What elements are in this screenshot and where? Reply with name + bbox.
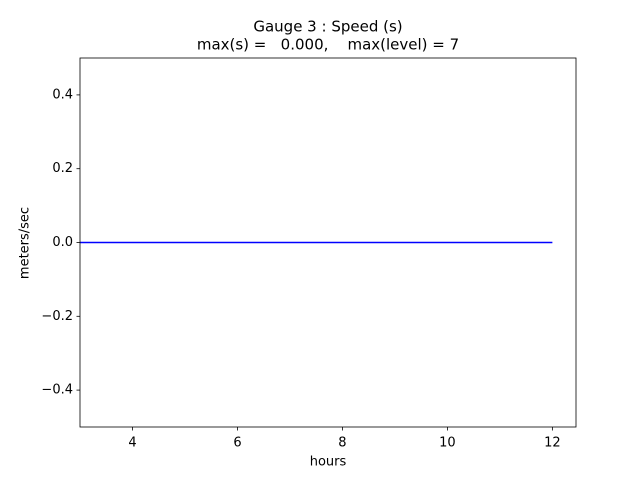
x-tick-label: 12: [544, 436, 561, 451]
y-axis-label: meters/sec: [18, 207, 33, 279]
y-tick-label: −0.4: [41, 383, 73, 398]
plot-frame: [79, 57, 577, 428]
x-tick-label: 8: [338, 436, 346, 451]
chart-title: Gauge 3 : Speed (s): [253, 18, 402, 36]
x-axis-label: hours: [310, 455, 347, 470]
y-tick-label: −0.2: [41, 309, 73, 324]
y-tick-label: 0.4: [52, 87, 73, 102]
chart-subtitle: max(s) = 0.000, max(level) = 7: [197, 36, 459, 54]
x-tick-label: 6: [233, 436, 241, 451]
x-tick-label: 10: [439, 436, 456, 451]
y-tick-label: 0.0: [52, 235, 73, 250]
y-tick-label: 0.2: [52, 161, 73, 176]
x-tick-label: 4: [128, 436, 136, 451]
